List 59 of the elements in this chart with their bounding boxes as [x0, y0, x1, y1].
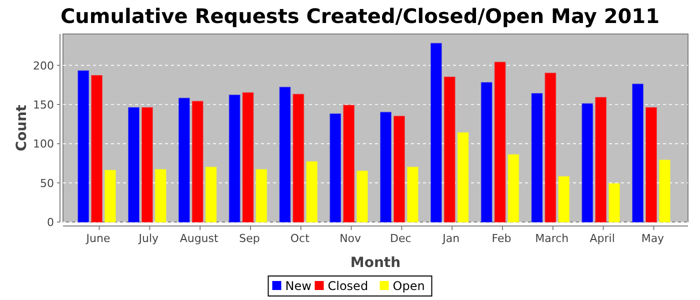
bar [306, 161, 318, 222]
x-tick-label: May [641, 232, 665, 245]
x-tick-label: Feb [492, 232, 512, 245]
bar [558, 176, 570, 222]
bar [632, 84, 644, 222]
x-tick-label: April [590, 232, 615, 245]
x-tick-label: Oct [290, 232, 310, 245]
bar [141, 107, 153, 222]
bar [78, 70, 90, 222]
chart-title: Cumulative Requests Created/Closed/Open May 2011 [60, 4, 660, 28]
bar [645, 107, 657, 222]
legend-label: Closed [328, 279, 368, 293]
bar [279, 86, 291, 222]
y-axis-title: Count [14, 104, 30, 152]
bar [544, 72, 556, 222]
bar [356, 170, 368, 222]
x-tick-label: Sep [239, 232, 260, 245]
bar [91, 75, 103, 222]
bar [480, 82, 492, 222]
x-tick-label: June [85, 232, 110, 245]
x-axis-title: Month [350, 255, 401, 271]
bar [178, 98, 190, 222]
y-tick-label: 50 [40, 176, 54, 190]
legend-label: Open [392, 279, 425, 293]
bar [531, 93, 543, 222]
x-tick-label: Nov [340, 232, 362, 245]
legend-label: New [285, 279, 312, 293]
bar [444, 76, 456, 222]
bar [608, 183, 620, 222]
x-tick-label: Dec [390, 232, 412, 245]
y-tick-label: 100 [33, 138, 54, 151]
bar [104, 170, 116, 222]
bar [154, 169, 166, 222]
x-tick-label: Jan [442, 232, 460, 245]
y-tick-label: 150 [33, 98, 54, 112]
bar [192, 100, 204, 222]
bar [128, 107, 140, 222]
y-tick-label: 200 [33, 59, 54, 72]
bar [494, 62, 506, 222]
x-tick-label: August [180, 232, 220, 245]
bar [457, 132, 469, 222]
bar [205, 166, 217, 222]
bar [393, 116, 405, 222]
bar [343, 104, 355, 222]
bar [292, 94, 304, 222]
bar [242, 92, 254, 222]
x-tick-label: July [138, 232, 160, 245]
bar [430, 42, 442, 222]
x-tick-label: March [535, 232, 569, 245]
bar [380, 112, 392, 222]
bar [330, 113, 342, 222]
bar [406, 166, 418, 222]
bar [582, 103, 594, 222]
bar [228, 94, 240, 222]
bar [256, 169, 268, 222]
y-tick-label: 0 [47, 216, 54, 229]
bar [658, 160, 670, 222]
bar [508, 154, 520, 222]
bar [595, 96, 607, 222]
